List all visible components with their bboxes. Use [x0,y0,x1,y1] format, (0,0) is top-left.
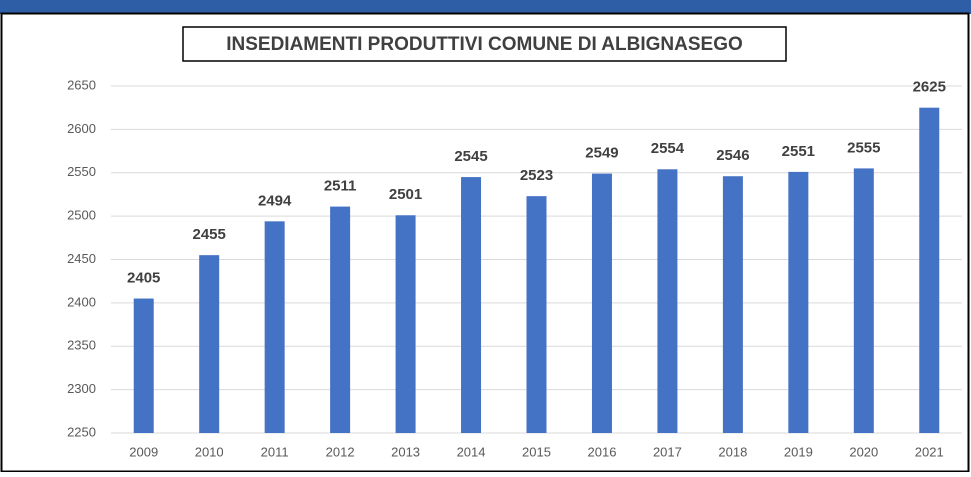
x-tick-label: 2011 [261,444,289,459]
bar [788,171,809,433]
bar [461,177,482,433]
x-tick-label: 2010 [195,444,224,459]
x-tick-label: 2019 [784,444,813,459]
y-tick-label: 2400 [67,294,96,309]
bar [199,255,220,433]
value-label: 2549 [585,145,618,162]
y-tick-label: 2300 [67,381,96,396]
value-label: 2551 [782,143,815,160]
value-label: 2546 [716,147,749,164]
x-tick-label: 2015 [522,444,551,459]
value-label: 2523 [520,167,553,184]
y-tick-label: 2350 [67,338,96,353]
bar [657,169,678,433]
y-tick-label: 2550 [67,164,96,179]
x-tick-label: 2009 [129,444,158,459]
x-tick-label: 2012 [326,444,355,459]
title-box [182,26,787,62]
bar [264,221,285,433]
bar [853,168,874,433]
value-label: 2455 [193,226,226,243]
x-tick-label: 2017 [653,444,682,459]
bar [919,107,940,433]
value-label: 2494 [258,192,292,209]
bar [330,206,351,433]
y-tick-label: 2450 [67,251,96,266]
x-tick-label: 2021 [915,444,944,459]
value-label: 2555 [847,139,880,156]
x-tick-label: 2020 [849,444,878,459]
x-tick-label: 2014 [457,444,486,459]
bar [133,298,154,433]
x-tick-label: 2013 [391,444,420,459]
bar [722,176,743,433]
x-tick-label: 2018 [718,444,747,459]
x-tick-label: 2016 [588,444,617,459]
top-band [0,0,971,14]
value-label: 2405 [127,270,160,287]
value-label: 2625 [913,79,946,96]
value-label: 2554 [651,140,685,157]
y-tick-label: 2500 [67,208,96,223]
bar [395,215,416,433]
bar [591,173,612,433]
y-tick-label: 2650 [67,77,96,92]
value-label: 2545 [454,148,487,165]
y-tick-label: 2600 [67,121,96,136]
value-label: 2511 [324,178,357,195]
chart-title: INSEDIAMENTI PRODUTTIVI COMUNE DI ALBIGN… [226,34,743,55]
bar [526,196,547,433]
value-label: 2501 [389,186,422,203]
y-tick-label: 2250 [67,424,96,439]
